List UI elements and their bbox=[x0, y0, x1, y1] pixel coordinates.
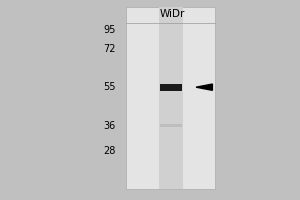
Bar bbox=[159, 7, 183, 189]
Polygon shape bbox=[196, 84, 212, 90]
Bar bbox=[126, 7, 215, 189]
Text: 95: 95 bbox=[103, 25, 116, 35]
Text: 55: 55 bbox=[103, 82, 116, 92]
Bar bbox=[160, 84, 182, 91]
Text: 36: 36 bbox=[103, 121, 116, 131]
Text: 72: 72 bbox=[103, 44, 116, 54]
Text: 28: 28 bbox=[103, 146, 116, 156]
Text: WiDr: WiDr bbox=[160, 9, 185, 19]
Bar bbox=[160, 124, 182, 127]
